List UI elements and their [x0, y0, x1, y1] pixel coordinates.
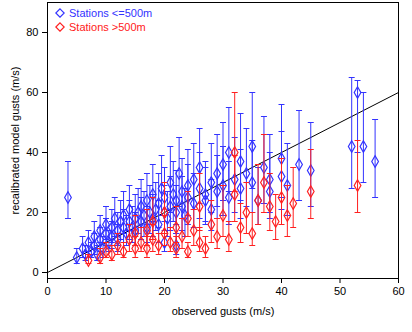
- svg-text:0: 0: [32, 266, 38, 278]
- svg-text:observed gusts (m/s): observed gusts (m/s): [172, 305, 275, 317]
- svg-text:60: 60: [26, 86, 38, 98]
- svg-text:80: 80: [26, 26, 38, 38]
- svg-text:20: 20: [158, 285, 170, 297]
- svg-text:20: 20: [26, 206, 38, 218]
- svg-text:60: 60: [392, 285, 404, 297]
- html-text:Stations >500m: Stations >500m: [69, 21, 146, 33]
- svg-text:10: 10: [100, 285, 112, 297]
- svg-text:40: 40: [26, 146, 38, 158]
- svg-text:40: 40: [275, 285, 287, 297]
- svg-text:30: 30: [217, 285, 229, 297]
- svg-text:50: 50: [334, 285, 346, 297]
- html-text:Stations <=500m: Stations <=500m: [69, 7, 153, 19]
- svg-text:recalibrated model gusts (m/s): recalibrated model gusts (m/s): [9, 67, 21, 215]
- svg-text:0: 0: [44, 285, 50, 297]
